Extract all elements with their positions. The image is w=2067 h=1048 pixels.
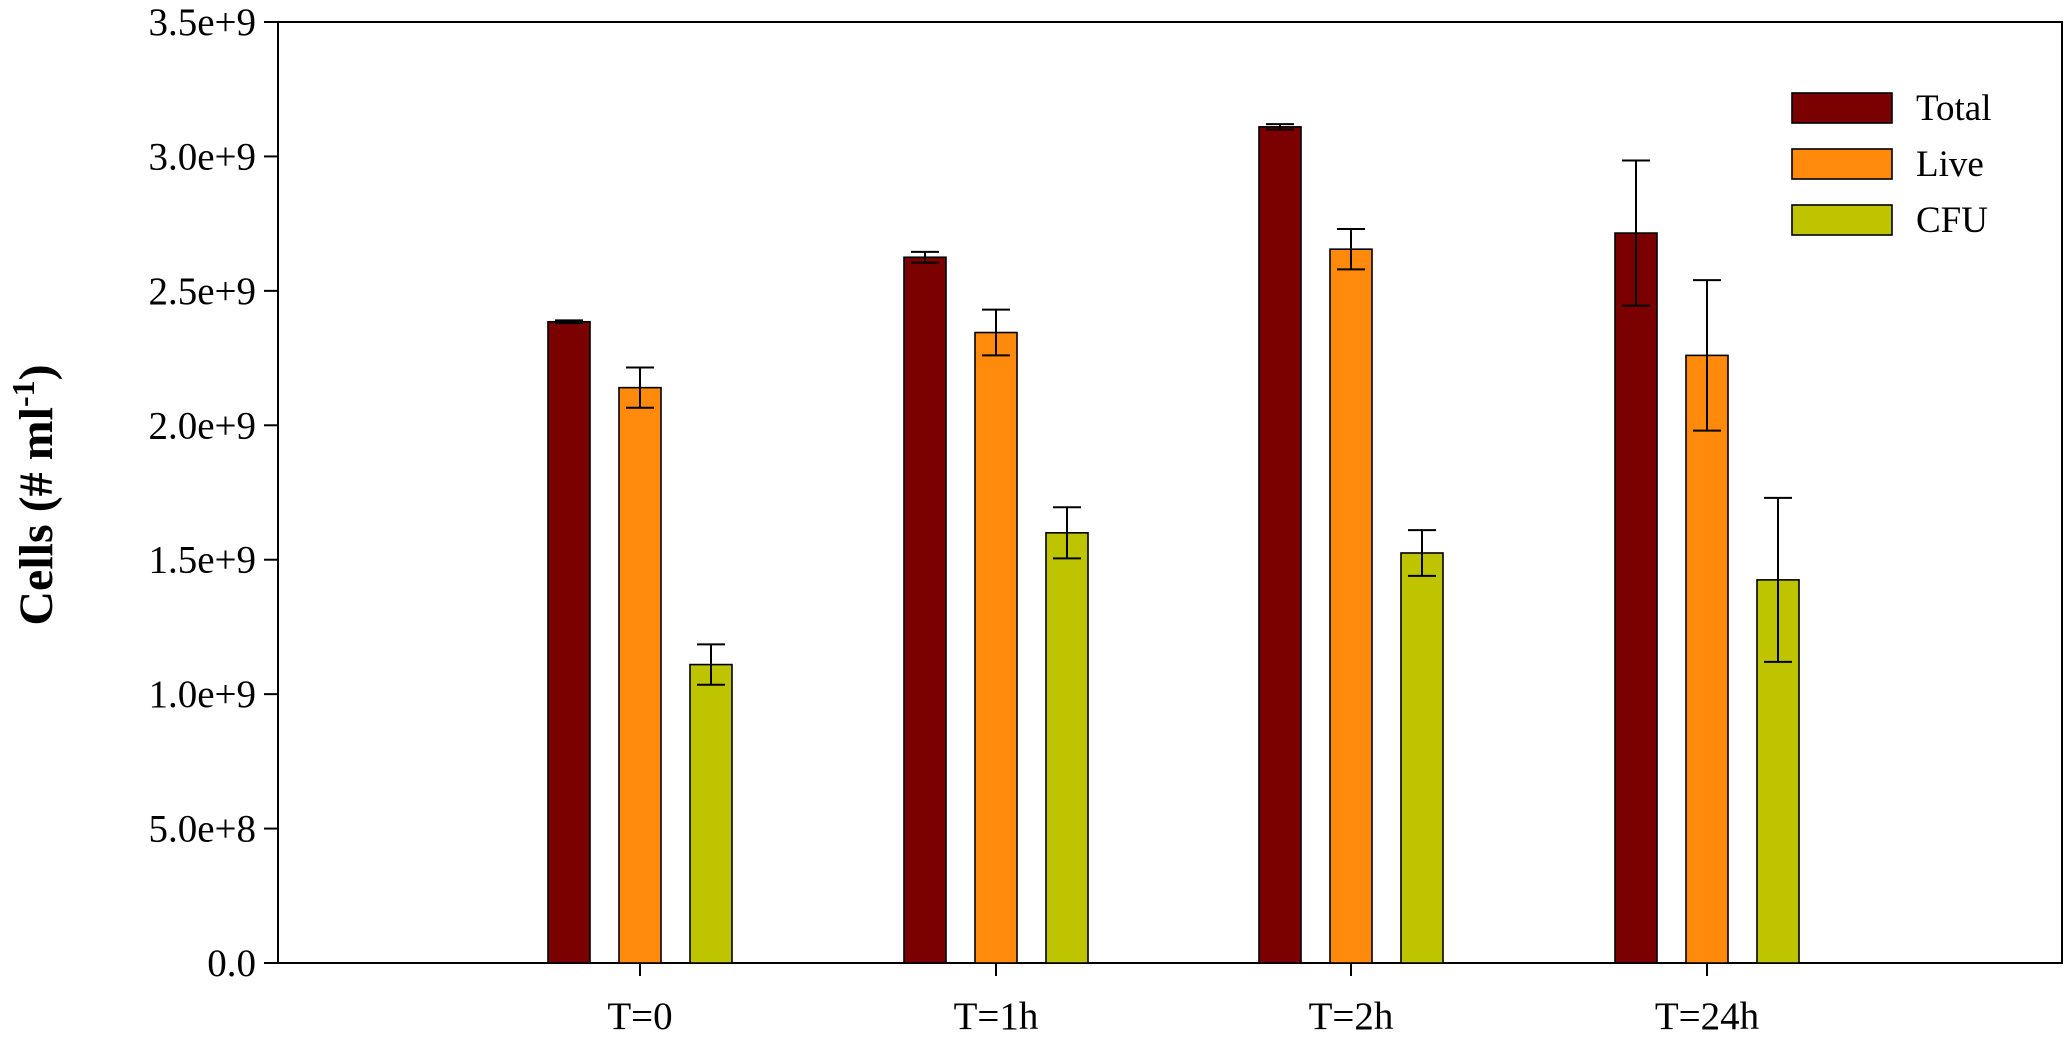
bar-live-2	[1329, 248, 1373, 964]
legend-swatch-total	[1791, 92, 1893, 124]
plot-border	[277, 21, 2063, 964]
bar-total-1	[903, 256, 947, 964]
y-tick-label: 2.0e+9	[148, 404, 256, 447]
bar-live-1	[974, 331, 1018, 964]
x-tick-label: T=2h	[1309, 995, 1394, 1038]
bar-cfu-2	[1400, 552, 1444, 964]
y-axis-label-suffix: )	[10, 364, 63, 380]
bar-total-0	[547, 320, 591, 964]
bars	[547, 126, 1800, 964]
x-tick-label: T=24h	[1655, 995, 1759, 1038]
y-tick-label: 0.0	[207, 942, 256, 985]
bar-cfu-1	[1045, 532, 1089, 964]
legend: Total Live CFU	[1791, 88, 1992, 241]
x-tick-label: T=0	[607, 995, 672, 1038]
y-tick-label: 5.0e+8	[148, 808, 256, 851]
y-tick-label: 3.5e+9	[148, 1, 256, 44]
legend-label-total: Total	[1916, 88, 1992, 129]
bar-cfu-0	[689, 663, 733, 964]
x-axis: T=0 T=1h T=2h T=24h	[607, 963, 1759, 1038]
y-axis-label-main: Cells (# ml	[10, 407, 63, 626]
y-tick-label: 1.5e+9	[148, 539, 256, 582]
legend-swatch-cfu	[1791, 204, 1893, 236]
bar-live-0	[618, 386, 662, 964]
y-axis-label: Cells (# ml-1)	[5, 364, 63, 625]
bar-total-2	[1258, 126, 1302, 964]
legend-label-live: Live	[1916, 144, 1984, 185]
bar-live-3	[1685, 354, 1729, 964]
y-tick-label: 1.0e+9	[148, 673, 256, 716]
x-tick-label: T=1h	[954, 995, 1039, 1038]
error-bars	[555, 123, 1792, 686]
legend-label-cfu: CFU	[1916, 200, 1988, 241]
y-tick-label: 3.0e+9	[148, 135, 256, 178]
legend-swatch-live	[1791, 148, 1893, 180]
plot-area	[277, 21, 2063, 964]
y-axis: 0.0 5.0e+8 1.0e+9 1.5e+9 2.0e+9 2.5e+9 3.0e+9 3…	[148, 1, 278, 985]
y-tick-label: 2.5e+9	[148, 270, 256, 313]
bar-total-3	[1614, 232, 1658, 964]
y-axis-label-superscript: -1	[5, 380, 41, 407]
